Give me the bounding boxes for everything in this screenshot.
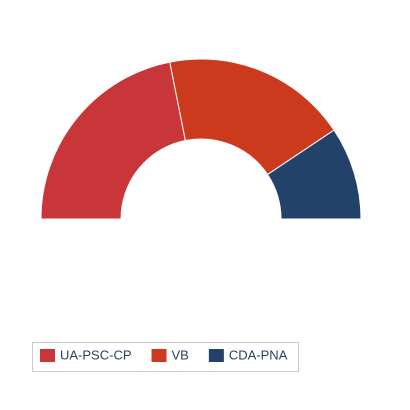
legend-label: CDA-PNA: [229, 347, 288, 362]
legend-label: VB: [172, 347, 189, 362]
segment: [266, 129, 362, 220]
segment: [169, 58, 335, 176]
legend-swatch: [151, 349, 167, 362]
legend-swatch: [40, 349, 55, 362]
legend-label: UA-PSC-CP: [60, 347, 132, 362]
segment: [40, 61, 186, 220]
legend-swatch: [208, 349, 224, 362]
